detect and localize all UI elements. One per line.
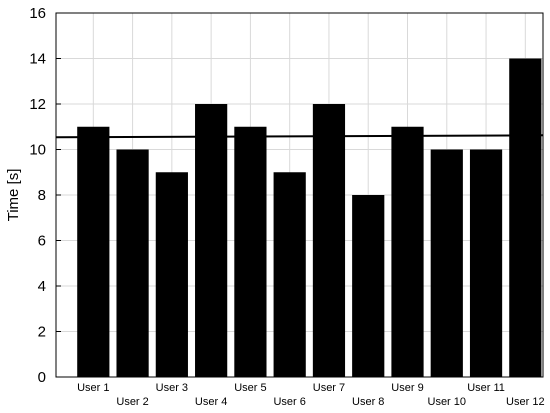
bar-user-6 [273,172,306,377]
y-tick-labels: 0 2 4 6 8 10 12 14 16 [29,5,46,386]
bars-layer [77,58,542,377]
y-tick-label: 0 [38,369,46,386]
reference-line-layer [55,134,544,139]
x-tick-label: User 6 [273,396,305,408]
y-tick-label: 10 [29,142,46,159]
x-tick-label: User 5 [234,382,266,394]
x-tick-label: User 2 [116,396,148,408]
y-tick-label: 4 [38,278,46,295]
reference-line [55,134,544,139]
y-axis-label: Time [s] [5,169,22,222]
y-tick-label: 6 [38,233,46,250]
x-tick-label: User 4 [195,396,227,408]
y-tick-label: 8 [38,187,46,204]
x-tick-label: User 11 [467,382,505,394]
x-tick-label: User 12 [506,396,545,408]
x-tick-label: User 1 [77,382,109,394]
x-tick-label: User 3 [156,382,188,394]
bar-user-1 [77,126,110,377]
y-tick-label: 16 [29,5,46,22]
plot-frame [55,12,544,378]
y-tick-label: 14 [29,51,46,68]
y-tick-label: 2 [38,324,46,341]
bar-user-2 [116,149,149,377]
x-tick-label: User 10 [428,396,467,408]
x-tick-label: User 8 [352,396,384,408]
bar-user-12 [509,58,542,377]
bar-user-5 [234,126,267,377]
x-tick-label: User 9 [391,382,423,394]
y-tick-label: 12 [29,96,46,113]
bar-user-10 [430,149,463,377]
bar-user-4 [195,104,228,377]
x-tick-labels: User 1 User 2 User 3 User 4 User 5 User 6 User… [77,382,544,408]
bar-user-9 [391,126,424,377]
x-tick-label: User 7 [313,382,345,394]
bar-user-7 [312,104,346,377]
bar-user-8 [352,195,385,377]
bar-user-3 [155,172,188,377]
bar-user-11 [469,149,503,377]
